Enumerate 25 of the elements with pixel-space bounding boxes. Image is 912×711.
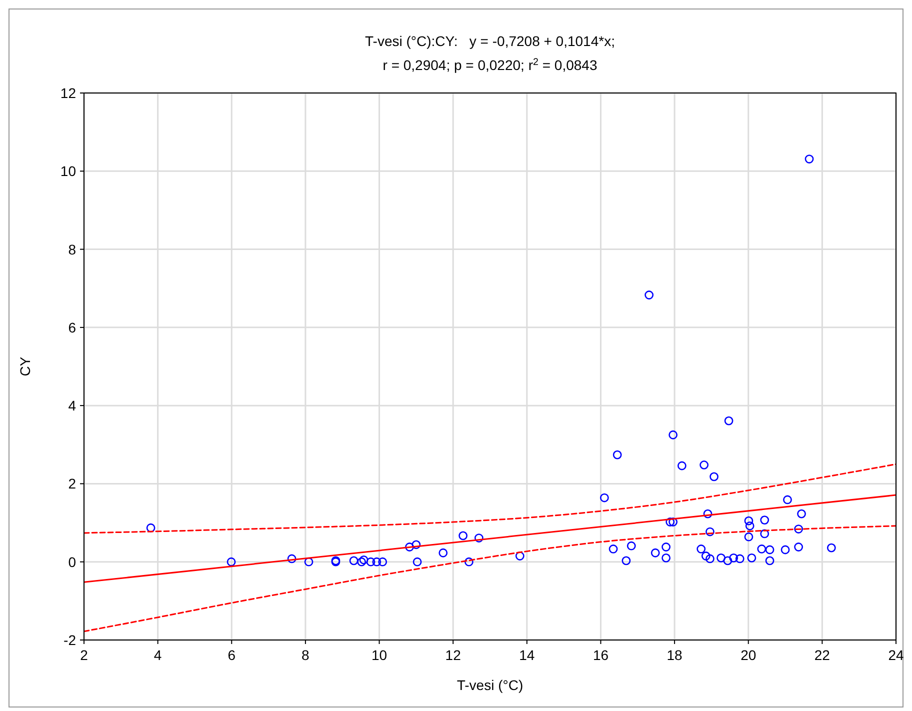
chart-title: T-vesi (°C):CY: y = -0,7208 + 0,1014*x; [365, 33, 615, 49]
y-tick-label: 8 [68, 241, 76, 258]
y-tick-label: 6 [68, 319, 76, 336]
x-tick-label: 12 [445, 647, 462, 663]
x-tick-label: 24 [888, 647, 904, 663]
y-tick-label: 12 [60, 85, 76, 101]
x-tick-label: 14 [519, 647, 535, 663]
x-tick-label: 8 [302, 647, 310, 663]
x-tick-label: 22 [814, 647, 830, 663]
y-tick-label: 2 [68, 476, 76, 492]
x-tick-label: 6 [228, 647, 236, 663]
x-tick-label: 10 [371, 647, 388, 663]
y-tick-label: 4 [68, 398, 76, 414]
x-tick-label: 18 [666, 647, 683, 663]
x-tick-label: 4 [154, 647, 162, 663]
y-axis-title: CY [17, 356, 33, 376]
y-tick-label: 0 [68, 554, 76, 570]
y-tick-label: -2 [64, 632, 76, 648]
y-tick-label: 10 [60, 163, 76, 180]
x-tick-label: 16 [592, 647, 609, 663]
x-axis-title: T-vesi (°C) [456, 677, 524, 693]
chart-subtitle: r = 0,2904; p = 0,0220; r$^{2}$ = 0,0843 [382, 56, 598, 73]
x-tick-label: 20 [740, 647, 756, 663]
x-tick-label: 2 [80, 647, 88, 663]
line-series [84, 463, 896, 534]
